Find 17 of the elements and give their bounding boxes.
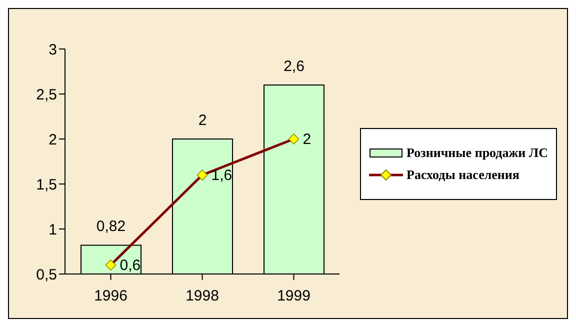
x-tick-label: 1996: [94, 288, 128, 305]
y-tick-label: 2,5: [36, 86, 57, 104]
data-label: 2,6: [284, 58, 304, 75]
data-label: 1,6: [211, 167, 232, 184]
y-tick-label: 0,5: [36, 266, 57, 284]
data-label: 0,6: [120, 257, 141, 274]
x-tick-label: 1999: [277, 288, 310, 305]
legend-label: Расходы населения: [406, 166, 520, 182]
x-tick-label: 1998: [186, 288, 219, 305]
data-label: 2: [302, 131, 312, 148]
data-label: 0,82: [96, 218, 126, 236]
y-tick-label: 1: [48, 221, 57, 238]
y-tick-label: 1,5: [36, 176, 57, 194]
y-tick-label: 3: [48, 41, 57, 58]
data-label: 2: [198, 112, 207, 129]
y-tick-label: 2: [48, 131, 57, 148]
legend-label: Розничные продажи ЛС: [406, 144, 548, 160]
